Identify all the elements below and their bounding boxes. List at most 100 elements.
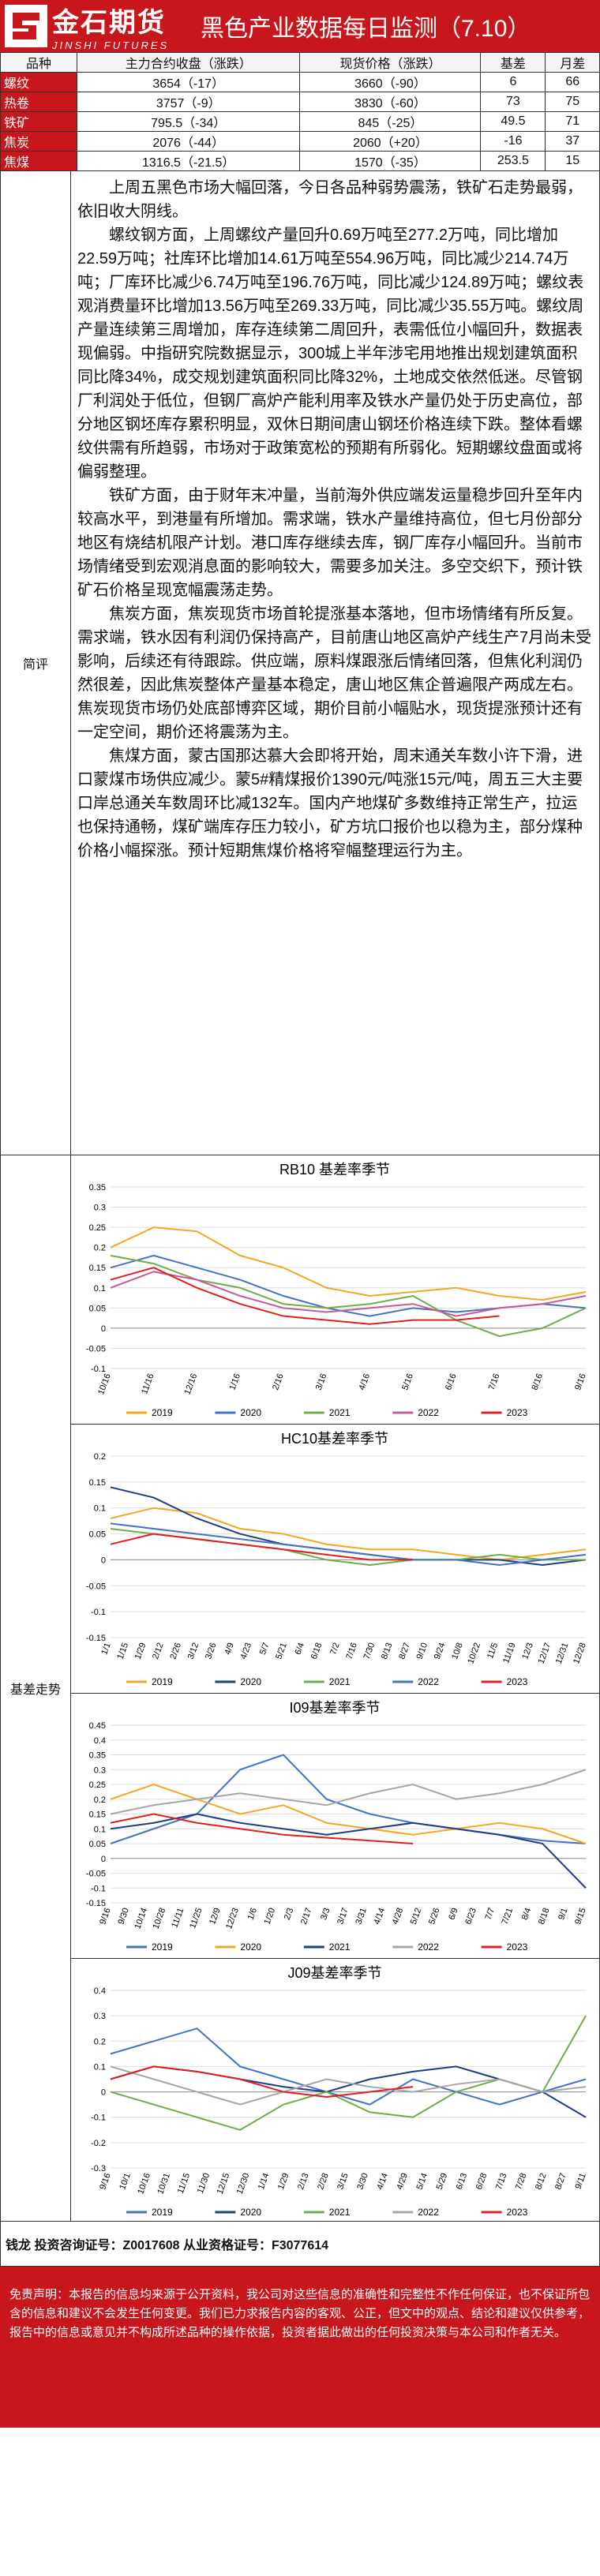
commodity-name: 铁矿 [0, 111, 77, 132]
x-tick-label: 12/15 [216, 2172, 232, 2196]
legend-label: 2023 [507, 1941, 528, 1953]
summary-text: 上周五黑色市场大幅回落，今日各品种弱势震荡，铁矿石走势最弱，依旧收大阴线。 螺纹… [71, 171, 599, 1155]
chart-j09-svg: J09基差率季节 0.4 0.3 0.2 0.1 0 -0.1 -0.2 -0.39/16 10/… [91, 1965, 588, 2218]
series-line-2021 [110, 1254, 587, 1338]
legend-label: 2022 [418, 1407, 439, 1418]
legend-label: 2019 [152, 1407, 173, 1418]
x-tick-label: 6/16 [444, 1372, 459, 1391]
series-line-2020 [110, 1486, 587, 1567]
month-spread: 75 [545, 92, 600, 112]
series-line-2021 [110, 1813, 587, 1889]
y-tick-label: -0.15 [86, 1634, 106, 1643]
x-tick-label: 4/16 [358, 1372, 373, 1391]
column-header: 基差 [480, 52, 546, 73]
chart-i09: I09基差率季节 0.45 0.4 0.35 0.3 0.25 0.2 0.15 0.1 0.05… [71, 1694, 599, 1959]
y-tick-label: 0.1 [94, 2062, 106, 2072]
table-row: 焦炭 2076（-44） 2060（+20） -16 37 [0, 131, 600, 152]
y-tick-label: -0.1 [91, 1884, 106, 1893]
x-tick-label: 1/1 [99, 1642, 113, 1656]
basis: 6 [480, 72, 546, 92]
x-tick-label: 2/13 [296, 2172, 311, 2191]
futures-close: 795.5（-34） [76, 111, 301, 132]
y-tick-label: 0.2 [94, 1244, 106, 1253]
x-tick-label: 6/9 [447, 1907, 460, 1921]
column-header: 品种 [0, 52, 77, 73]
x-tick-label: 2/28 [316, 2172, 331, 2191]
x-tick-label: 5/26 [427, 1907, 442, 1926]
summary-label: 简评 [1, 171, 71, 1155]
disclaimer: 免责声明：本报告的信息均来源于公开资料，我公司对这些信息的准确性和完整性不作任何… [0, 2267, 600, 2428]
series-line-2019 [110, 1226, 587, 1301]
x-tick-label: 1/6 [246, 1907, 260, 1921]
x-tick-label: 9/16 [98, 1907, 113, 1926]
x-tick-label: 11/25 [188, 1907, 204, 1930]
y-tick-label: 0.05 [89, 1840, 106, 1849]
x-tick-label: 8/4 [520, 1907, 534, 1921]
legend-label: 2023 [507, 2207, 528, 2218]
chart-hc10: HC10基差率季节 0.2 0.15 0.1 0.05 0 -0.05 -0.1 -0.15 1/… [71, 1425, 599, 1694]
series-line-2022 [110, 1769, 587, 1815]
x-tick-label: 4/28 [391, 1907, 406, 1926]
x-tick-label: 6/28 [474, 2172, 489, 2191]
x-tick-label: 12/16 [183, 1372, 200, 1396]
series-line-2023 [110, 1813, 414, 1844]
y-tick-label: -0.05 [86, 1582, 106, 1591]
y-tick-label: 0.35 [89, 1183, 106, 1193]
series-line-2022 [110, 2065, 587, 2106]
x-tick-label: 9/15 [573, 1907, 588, 1926]
x-tick-label: 2/26 [168, 1642, 183, 1661]
chart-title: I09基差率季节 [289, 1700, 380, 1716]
x-tick-label: 1/16 [227, 1372, 242, 1391]
x-tick-label: 10/8 [450, 1642, 465, 1661]
y-tick-label: 0.3 [94, 2012, 106, 2021]
x-tick-label: 4/23 [239, 1642, 254, 1661]
legend-label: 2019 [152, 1676, 173, 1687]
chart-title: HC10基差率季节 [281, 1431, 388, 1447]
charts-section: 基差走势 RB10 基差率季节 0.35 0.3 0.25 0.2 0.15 0.1 0.05… [0, 1155, 600, 2222]
x-tick-label: 11/16 [140, 1372, 156, 1395]
y-tick-label: 0.3 [94, 1204, 106, 1213]
x-tick-label: 12/17 [537, 1642, 553, 1665]
series-line-2023 [110, 1533, 414, 1561]
chart-title: J09基差率季节 [287, 1965, 381, 1981]
y-tick-label: 0.4 [94, 1986, 106, 1996]
month-spread: 37 [545, 131, 600, 152]
y-tick-label: 0 [101, 2088, 106, 2098]
futures-close: 2076（-44） [76, 131, 301, 152]
x-tick-label: 9/16 [573, 1372, 588, 1391]
y-tick-label: -0.05 [86, 1870, 106, 1879]
summary-paragraph: 铁矿方面，由于财年末冲量，当前海外供应端发运量稳步回升至年内较高水平，到港量有所… [77, 487, 583, 599]
column-header: 月差 [545, 52, 600, 73]
x-tick-label: 9/24 [433, 1642, 448, 1661]
x-tick-label: 8/13 [380, 1642, 395, 1661]
x-tick-label: 5/16 [400, 1372, 415, 1391]
chart-j09: J09基差率季节 0.4 0.3 0.2 0.1 0 -0.1 -0.2 -0.3 9/16 10/… [71, 1959, 599, 2223]
y-tick-label: -0.1 [91, 2114, 106, 2123]
commodity-name: 热卷 [0, 92, 77, 112]
legend-label: 2021 [329, 1941, 351, 1953]
y-tick-label: 0 [101, 1324, 106, 1334]
x-tick-label: 7/16 [487, 1372, 502, 1391]
basis: 49.5 [480, 111, 546, 132]
legend-label: 2019 [152, 1941, 173, 1953]
y-tick-label: 0.05 [89, 1304, 106, 1313]
brand-name-en: JINSHI FUTURES [52, 39, 170, 51]
legend-label: 2020 [240, 2207, 261, 2218]
x-tick-label: 11/15 [176, 2172, 192, 2195]
x-tick-label: 6/13 [455, 2172, 470, 2191]
x-tick-label: 12/9 [208, 1907, 223, 1926]
basis: 253.5 [480, 151, 546, 171]
y-tick-label: 0.15 [89, 1478, 106, 1488]
legend-label: 2020 [240, 1676, 261, 1687]
analyst-credentials: 钱龙 投资咨询证号：Z0017608 从业资格证号：F3077614 [0, 2222, 600, 2267]
table-header-row: 品种 主力合约收盘（涨跌） 现货价格（涨跌） 基差 月差 [0, 52, 600, 73]
x-tick-label: 10/22 [466, 1642, 482, 1665]
x-tick-label: 8/12 [534, 2172, 549, 2191]
legend-label: 2021 [329, 1676, 351, 1687]
x-tick-label: 5/21 [274, 1642, 289, 1661]
series-line-2020 [110, 1783, 587, 1844]
y-tick-label: 0 [101, 1855, 106, 1864]
x-tick-label: 4/14 [373, 1907, 388, 1926]
series-line-2019 [110, 1507, 587, 1561]
y-tick-label: -0.1 [91, 1365, 106, 1374]
